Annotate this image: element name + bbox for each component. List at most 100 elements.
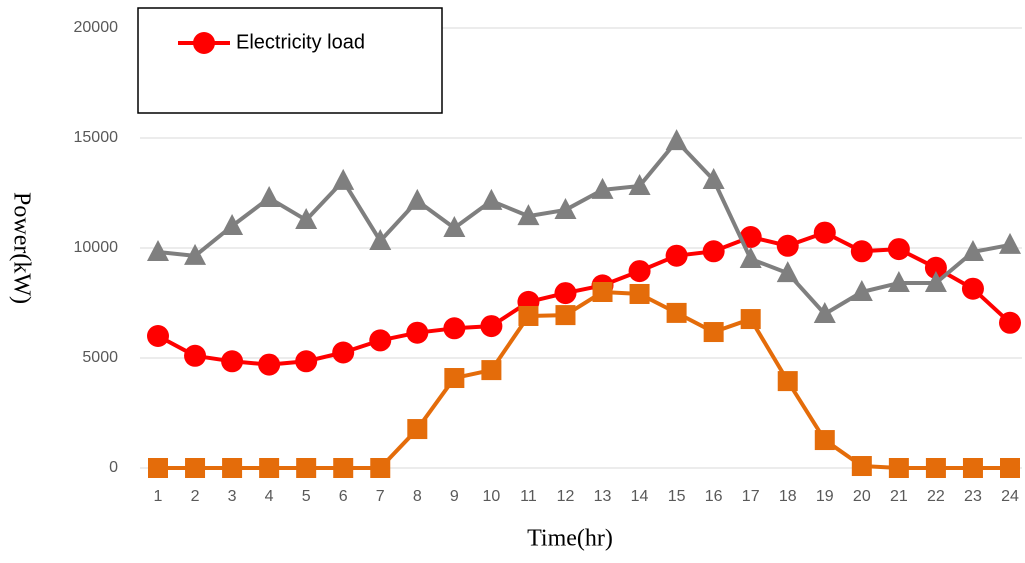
marker xyxy=(480,188,503,210)
marker xyxy=(369,329,392,352)
marker xyxy=(665,129,688,151)
marker xyxy=(407,419,428,440)
series-line xyxy=(158,290,1010,470)
marker xyxy=(777,371,798,392)
marker xyxy=(480,315,503,338)
x-tick-label: 8 xyxy=(413,488,422,505)
marker xyxy=(924,270,947,292)
series-line xyxy=(157,230,1012,367)
marker xyxy=(702,240,725,263)
marker xyxy=(406,321,429,344)
marker xyxy=(184,344,207,367)
marker xyxy=(554,282,577,305)
marker xyxy=(813,221,836,244)
marker xyxy=(887,270,910,292)
marker xyxy=(850,280,873,301)
x-tick-label: 6 xyxy=(339,488,348,505)
x-tick-label: 11 xyxy=(520,488,537,505)
marker xyxy=(147,325,169,347)
marker xyxy=(702,168,725,190)
y-tick-label: 20000 xyxy=(74,19,119,36)
x-tick-label: 7 xyxy=(376,488,385,505)
marker xyxy=(555,305,576,326)
marker xyxy=(591,177,614,199)
marker xyxy=(517,204,540,226)
marker xyxy=(259,458,280,478)
marker xyxy=(370,458,391,478)
marker xyxy=(193,32,215,54)
marker xyxy=(295,208,318,230)
marker xyxy=(148,458,168,478)
marker xyxy=(296,458,317,478)
marker xyxy=(739,247,762,268)
marker xyxy=(444,368,465,389)
marker xyxy=(888,458,909,478)
legend-box xyxy=(137,7,443,114)
x-tick-label: 17 xyxy=(742,488,760,505)
marker xyxy=(554,197,577,219)
x-tick-label: 19 xyxy=(816,488,834,505)
x-tick-label: 14 xyxy=(631,488,649,505)
marker xyxy=(221,214,244,235)
marker xyxy=(443,215,466,237)
x-tick-label: 22 xyxy=(927,488,945,505)
marker xyxy=(184,243,207,265)
marker xyxy=(999,311,1021,334)
x-tick-label: 16 xyxy=(705,488,723,505)
marker xyxy=(740,309,761,330)
marker xyxy=(739,226,762,248)
marker xyxy=(813,302,836,323)
marker xyxy=(925,458,946,478)
x-tick-label: 5 xyxy=(302,488,311,505)
x-tick-label: 2 xyxy=(191,488,200,505)
marker xyxy=(962,458,983,478)
marker xyxy=(665,244,688,267)
marker xyxy=(961,277,984,300)
marker xyxy=(999,232,1021,254)
x-tick-label: 3 xyxy=(228,488,237,505)
x-tick-label: 1 xyxy=(154,488,163,505)
marker xyxy=(221,350,244,373)
marker xyxy=(887,238,910,261)
marker xyxy=(666,302,687,323)
x-tick-label: 24 xyxy=(1001,488,1019,505)
marker xyxy=(814,430,835,451)
x-tick-label: 20 xyxy=(853,488,871,505)
x-tick-label: 10 xyxy=(482,488,500,505)
x-tick-label: 21 xyxy=(890,488,908,505)
marker xyxy=(592,282,613,302)
marker xyxy=(222,458,243,478)
marker xyxy=(628,173,651,195)
x-axis-label: Time(hr) xyxy=(527,526,613,552)
marker xyxy=(850,240,873,263)
legend-label: Electricity load xyxy=(236,31,365,53)
y-tick-label: 0 xyxy=(109,459,118,476)
marker xyxy=(776,261,799,283)
marker xyxy=(776,234,799,257)
marker xyxy=(851,456,872,477)
y-tick-label: 5000 xyxy=(82,349,118,366)
y-tick-label: 10000 xyxy=(74,239,119,256)
marker xyxy=(481,360,502,381)
x-tick-label: 15 xyxy=(668,488,686,505)
x-tick-label: 9 xyxy=(450,488,459,505)
marker xyxy=(703,322,724,343)
y-axis-label: Power(kW) xyxy=(8,192,34,304)
x-tick-label: 12 xyxy=(557,488,575,505)
marker xyxy=(333,458,354,478)
marker xyxy=(406,188,429,210)
x-tick-label: 18 xyxy=(779,488,797,505)
marker xyxy=(443,317,466,340)
marker xyxy=(185,458,206,478)
marker xyxy=(961,239,984,261)
x-tick-label: 23 xyxy=(964,488,982,505)
marker xyxy=(332,168,355,190)
marker xyxy=(518,305,539,326)
marker xyxy=(369,228,392,250)
marker xyxy=(1000,458,1020,478)
y-tick-label: 15000 xyxy=(74,129,119,146)
marker xyxy=(924,256,947,279)
marker xyxy=(628,260,651,283)
